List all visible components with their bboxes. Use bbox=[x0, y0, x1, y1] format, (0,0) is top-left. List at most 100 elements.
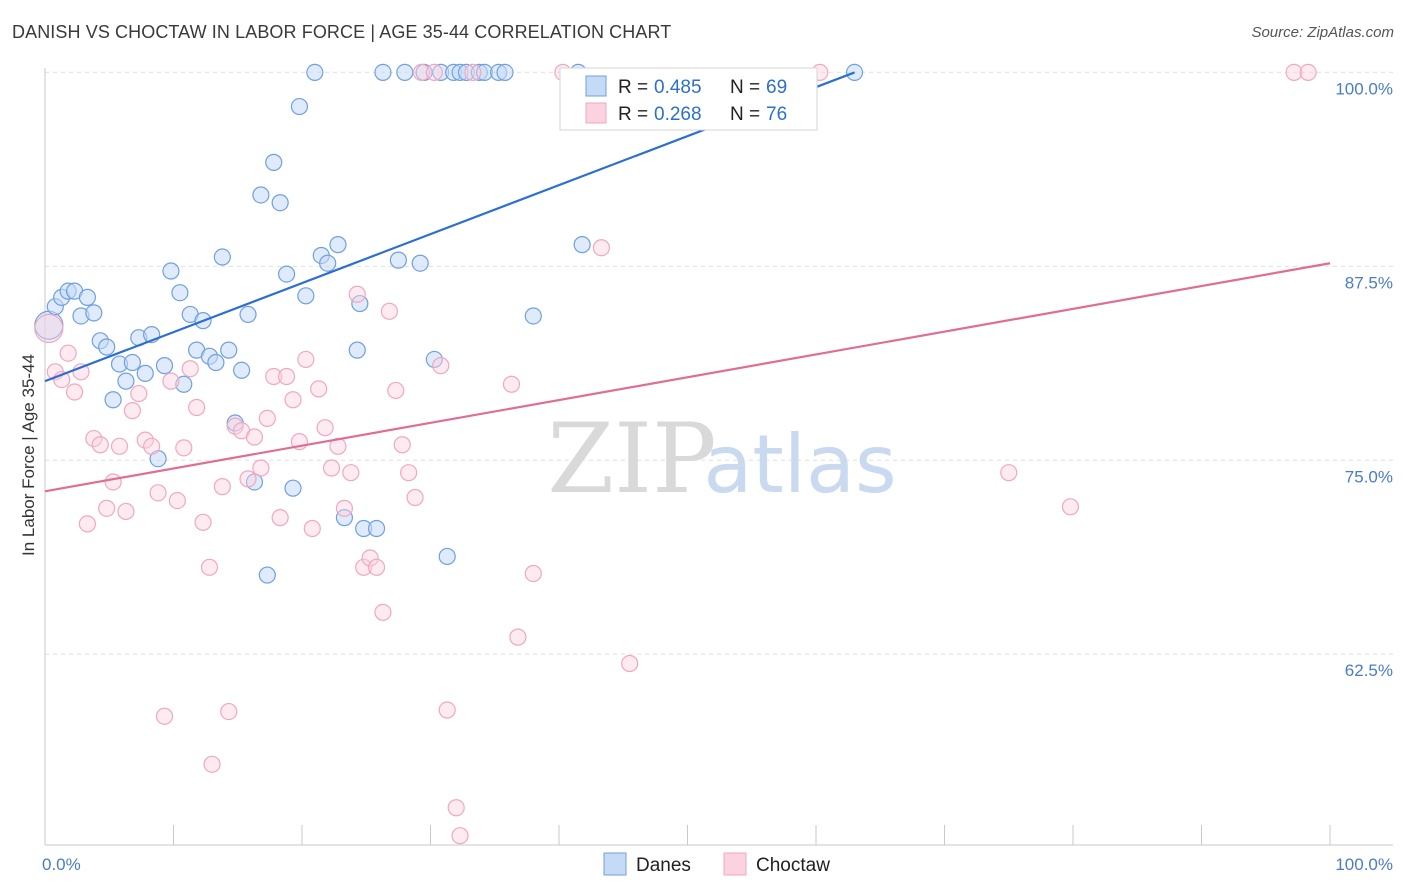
danes-point-18 bbox=[155, 357, 174, 375]
choctaw-point-62 bbox=[447, 799, 465, 817]
stats-legend: R = 0.485 N = 69 R = 0.268 N = 76 bbox=[559, 67, 818, 131]
watermark: ZIP atlas bbox=[547, 403, 896, 515]
choctaw-point-53 bbox=[380, 302, 398, 320]
choctaw-point-9 bbox=[98, 499, 116, 517]
choctaw-point-18 bbox=[155, 707, 174, 725]
choctaw-point-23 bbox=[188, 398, 206, 417]
choctaw-point-0 bbox=[34, 313, 64, 343]
choctaw-point-10 bbox=[104, 473, 122, 491]
danes-point-53 bbox=[411, 254, 429, 272]
danes-r-value: 0.485 bbox=[654, 77, 702, 98]
choctaw-point-19 bbox=[162, 372, 180, 390]
choctaw-point-38 bbox=[284, 391, 302, 409]
danes-point-40 bbox=[297, 287, 315, 305]
choctaw-point-16 bbox=[143, 437, 161, 455]
danes-point-10 bbox=[104, 391, 122, 409]
choctaw-point-20 bbox=[168, 491, 186, 510]
axes: 100.0% 87.5% 75.0% 62.5% 0.0% 100.0% bbox=[42, 68, 1393, 874]
danes-point-49 bbox=[367, 519, 386, 538]
choctaw-point-14 bbox=[130, 384, 148, 403]
choctaw-point-56 bbox=[400, 464, 418, 482]
danes-n-label: N = bbox=[730, 77, 760, 98]
choctaw-point-33 bbox=[252, 459, 270, 477]
choctaw-point-54 bbox=[387, 381, 405, 400]
danes-point-31 bbox=[239, 305, 257, 324]
choctaw-point-52 bbox=[374, 603, 392, 621]
danes-point-36 bbox=[271, 194, 289, 212]
choctaw-point-28 bbox=[220, 702, 238, 721]
choctaw-r-label: R = bbox=[618, 104, 648, 125]
legend-swatch-choctaw bbox=[723, 852, 747, 876]
choctaw-point-26 bbox=[203, 755, 221, 773]
choctaw-point-36 bbox=[271, 509, 289, 527]
danes-point-19 bbox=[162, 262, 180, 280]
danes-point-6 bbox=[78, 288, 97, 306]
choctaw-point-17 bbox=[149, 484, 167, 502]
danes-r-label: R = bbox=[618, 77, 648, 98]
source-label: Source: ZipAtlas.com bbox=[1251, 24, 1394, 41]
danes-stats-swatch bbox=[585, 75, 607, 97]
choctaw-point-65 bbox=[502, 375, 521, 393]
choctaw-point-44 bbox=[322, 459, 341, 477]
danes-point-39 bbox=[290, 97, 309, 116]
y-axis-label: In Labor Force | Age 35-44 bbox=[19, 354, 38, 556]
danes-point-20 bbox=[171, 284, 189, 302]
choctaw-point-24 bbox=[194, 513, 212, 531]
choctaw-point-59 bbox=[425, 63, 443, 82]
watermark-zip: ZIP bbox=[547, 403, 716, 515]
danes-point-30 bbox=[233, 361, 251, 379]
y-tick-label-1: 87.5% bbox=[1345, 273, 1393, 292]
choctaw-point-70 bbox=[621, 654, 639, 673]
choctaw-point-51 bbox=[367, 558, 386, 576]
choctaw-point-61 bbox=[438, 701, 456, 719]
danes-point-46 bbox=[348, 341, 366, 359]
danes-point-7 bbox=[85, 304, 103, 322]
danes-point-38 bbox=[284, 479, 302, 497]
danes-point-67 bbox=[573, 236, 591, 254]
legend-label-danes: Danes bbox=[636, 855, 691, 876]
danes-point-55 bbox=[425, 350, 443, 369]
danes-point-57 bbox=[438, 547, 456, 566]
danes-point-65 bbox=[524, 307, 542, 325]
series-legend: Danes Choctaw bbox=[603, 852, 830, 876]
choctaw-point-13 bbox=[123, 402, 141, 420]
choctaw-point-60 bbox=[432, 357, 450, 375]
choctaw-point-74 bbox=[1285, 63, 1303, 82]
choctaw-point-6 bbox=[78, 515, 97, 533]
choctaw-point-22 bbox=[181, 360, 199, 378]
choctaw-point-73 bbox=[1061, 498, 1080, 516]
danes-point-35 bbox=[265, 153, 283, 171]
danes-point-44 bbox=[329, 236, 347, 254]
choctaw-point-49 bbox=[355, 558, 373, 576]
choctaw-point-35 bbox=[265, 367, 283, 386]
choctaw-point-75 bbox=[1299, 63, 1317, 82]
choctaw-point-42 bbox=[310, 380, 328, 398]
choctaw-point-37 bbox=[277, 367, 296, 386]
choctaw-n-value: 76 bbox=[766, 104, 787, 125]
choctaw-point-40 bbox=[297, 350, 315, 369]
choctaw-point-72 bbox=[1000, 464, 1018, 482]
choctaw-point-21 bbox=[175, 439, 193, 457]
choctaw-point-31 bbox=[239, 470, 257, 488]
choctaw-point-32 bbox=[245, 428, 264, 446]
choctaw-point-55 bbox=[393, 436, 411, 454]
danes-point-34 bbox=[258, 566, 276, 584]
danes-point-21 bbox=[175, 375, 193, 393]
choctaw-trend-line bbox=[44, 262, 1331, 493]
choctaw-r-value: 0.268 bbox=[654, 104, 702, 125]
choctaw-point-50 bbox=[361, 549, 379, 567]
x-tick-label-1: 100.0% bbox=[1335, 855, 1393, 874]
choctaw-point-63 bbox=[451, 827, 469, 845]
danes-point-45 bbox=[335, 509, 354, 527]
choctaw-stats-swatch bbox=[585, 102, 607, 124]
choctaw-point-4 bbox=[65, 383, 84, 401]
danes-point-9 bbox=[98, 338, 116, 356]
choctaw-point-25 bbox=[200, 558, 219, 576]
choctaw-point-7 bbox=[85, 429, 103, 448]
danes-point-13 bbox=[123, 353, 141, 372]
danes-point-51 bbox=[389, 251, 407, 269]
y-tick-label-0: 100.0% bbox=[1335, 79, 1393, 98]
chart-title: DANISH VS CHOCTAW IN LABOR FORCE | AGE 3… bbox=[12, 22, 672, 42]
legend-swatch-danes bbox=[603, 852, 627, 876]
choctaw-point-57 bbox=[406, 488, 424, 507]
